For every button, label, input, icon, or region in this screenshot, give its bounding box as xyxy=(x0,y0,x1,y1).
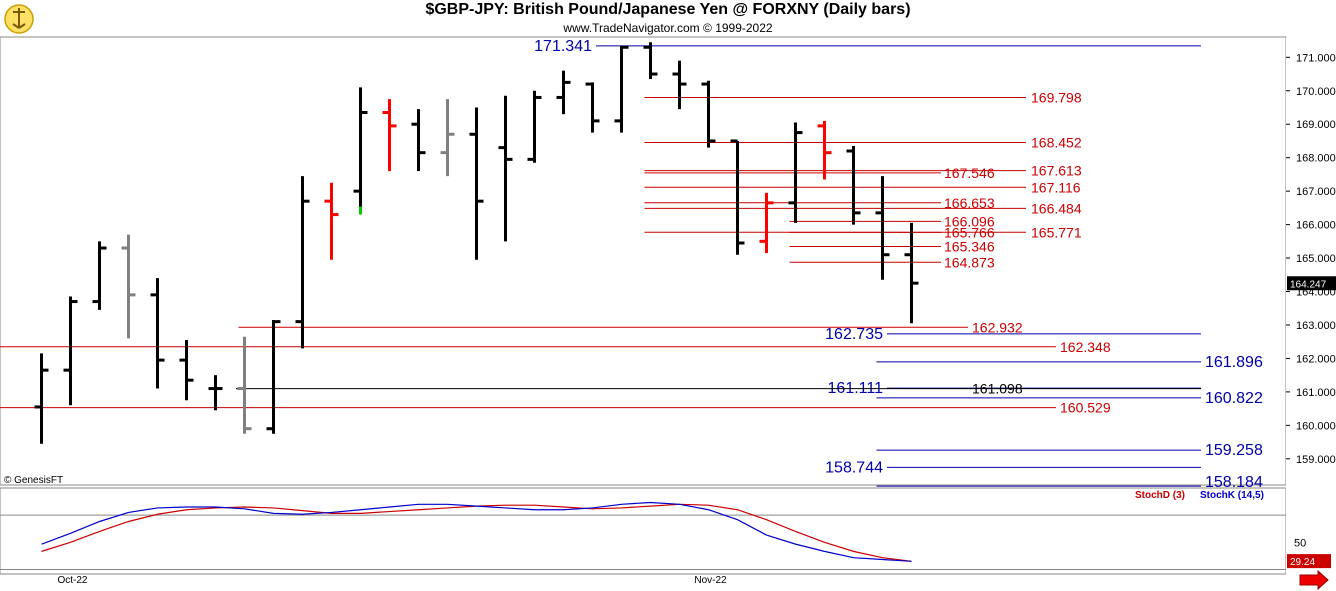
level-label: 158.744 xyxy=(825,459,883,476)
last-price-box xyxy=(1287,276,1336,291)
stoch-y-tick-label: 50 xyxy=(1294,537,1306,549)
y-tick-label: 163.000 xyxy=(1296,320,1336,332)
y-tick-label: 165.000 xyxy=(1296,253,1336,265)
level-label: 167.546 xyxy=(944,165,995,181)
level-label: 159.258 xyxy=(1205,442,1263,459)
y-tick-label: 161.000 xyxy=(1296,387,1336,399)
level-label: 162.348 xyxy=(1060,339,1111,355)
level-label: 162.932 xyxy=(972,319,1023,335)
navigator-logo-icon xyxy=(4,4,34,34)
price-panel xyxy=(0,36,1287,486)
stoch-last-label: 29.24 xyxy=(1290,557,1315,568)
x-axis-label: Nov-22 xyxy=(694,575,727,586)
level-label: 161.098 xyxy=(972,381,1023,397)
chart-header: $GBP-JPY: British Pound/Japanese Yen @ F… xyxy=(0,0,1336,37)
watermark: © GenesisFT xyxy=(4,475,63,486)
level-label: 166.653 xyxy=(944,195,995,211)
level-label: 160.529 xyxy=(1060,400,1111,416)
y-tick-label: 166.000 xyxy=(1296,220,1336,232)
stoch-d-legend: StochD (3) xyxy=(1135,490,1185,501)
y-tick-label: 168.000 xyxy=(1296,153,1336,165)
level-label: 168.452 xyxy=(1031,135,1082,151)
y-tick-label: 159.000 xyxy=(1296,454,1336,466)
y-tick-label: 167.000 xyxy=(1296,186,1336,198)
level-label: 164.873 xyxy=(944,254,995,270)
level-label: 158.184 xyxy=(1205,474,1263,491)
level-label: 167.116 xyxy=(1031,179,1081,195)
level-label: 165.771 xyxy=(1031,224,1082,240)
y-tick-label: 170.000 xyxy=(1296,86,1336,98)
level-label: 160.822 xyxy=(1205,390,1263,407)
axis-area xyxy=(1286,37,1336,591)
y-tick-label: 171.000 xyxy=(1296,52,1336,64)
chart-subtitle: www.TradeNavigator.com © 1999-2022 xyxy=(563,21,773,35)
level-label: 161.896 xyxy=(1205,354,1263,371)
level-label: 166.096 xyxy=(944,213,995,229)
y-tick-label: 162.000 xyxy=(1296,353,1336,365)
level-label: 162.735 xyxy=(825,326,883,343)
stoch-series-line xyxy=(41,501,912,562)
stochastic-panel xyxy=(0,487,1287,575)
level-label: 169.798 xyxy=(1031,90,1082,106)
level-label: 167.613 xyxy=(1031,163,1082,179)
chart-title: $GBP-JPY: British Pound/Japanese Yen @ F… xyxy=(425,1,911,18)
last-price-label: 164.247 xyxy=(1290,279,1327,290)
level-label: 165.346 xyxy=(944,238,995,254)
y-tick-label: 160.000 xyxy=(1296,420,1336,432)
stoch-k-legend: StochK (14,5) xyxy=(1200,490,1264,501)
level-label: 166.484 xyxy=(1031,200,1082,216)
y-tick-label: 169.000 xyxy=(1296,119,1336,131)
scroll-right-arrow-icon xyxy=(1299,569,1329,591)
level-label: 171.341 xyxy=(534,38,592,55)
x-axis-label: Oct-22 xyxy=(57,575,87,586)
stoch-last-box xyxy=(1287,554,1331,569)
